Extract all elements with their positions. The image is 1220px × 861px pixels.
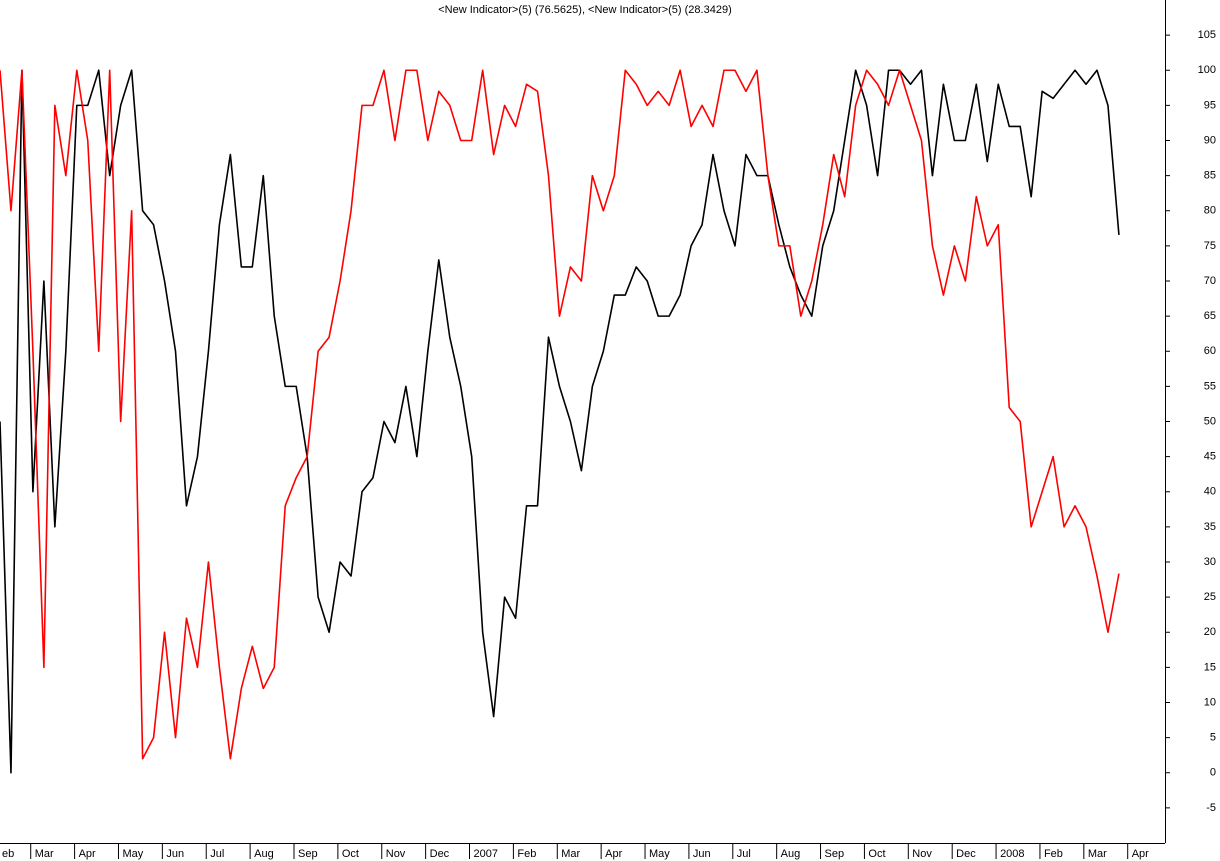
- y-tick-label: 30: [1204, 556, 1216, 568]
- x-tick-label: Apr: [1132, 848, 1149, 860]
- x-tick-label: Apr: [605, 848, 622, 860]
- x-tick-label: 2008: [1000, 848, 1024, 860]
- x-tick-label: Apr: [79, 848, 96, 860]
- y-tick-label: 80: [1204, 205, 1216, 217]
- x-tick-label: Jul: [737, 848, 751, 860]
- y-tick-label: 55: [1204, 380, 1216, 392]
- y-tick-label: 65: [1204, 310, 1216, 322]
- y-tick-label: 0: [1210, 767, 1216, 779]
- y-tick-label: 60: [1204, 345, 1216, 357]
- x-tick-label: May: [649, 848, 670, 860]
- x-tick-label: Dec: [430, 848, 450, 860]
- x-tick-label: Sep: [298, 848, 318, 860]
- x-tick-label: eb: [2, 848, 14, 860]
- x-tick-label: Sep: [825, 848, 845, 860]
- y-tick-label: 25: [1204, 591, 1216, 603]
- y-tick-label: 50: [1204, 415, 1216, 427]
- y-tick-label: 85: [1204, 170, 1216, 182]
- x-tick-label: Mar: [561, 848, 580, 860]
- x-tick-label: Feb: [1044, 848, 1063, 860]
- x-tick-label: Jun: [166, 848, 184, 860]
- series-line: [0, 69, 1120, 774]
- x-tick-label: Feb: [517, 848, 536, 860]
- y-tick-label: 35: [1204, 521, 1216, 533]
- y-tick-label: 105: [1198, 29, 1216, 41]
- y-tick-label: 10: [1204, 696, 1216, 708]
- y-tick-label: 40: [1204, 486, 1216, 498]
- y-tick-label: 70: [1204, 275, 1216, 287]
- plot-area: [0, 69, 1120, 774]
- x-tick-label: Nov: [912, 848, 932, 860]
- y-tick-label: 95: [1204, 99, 1216, 111]
- y-tick-label: -5: [1206, 802, 1216, 814]
- x-tick-label: Aug: [254, 848, 274, 860]
- series-line: [0, 69, 1120, 760]
- x-tick-label: Mar: [1088, 848, 1107, 860]
- y-tick-label: 15: [1204, 661, 1216, 673]
- x-tick-label: Jun: [693, 848, 711, 860]
- y-tick-label: 100: [1198, 64, 1216, 76]
- x-tick-label: Oct: [342, 848, 359, 860]
- y-tick-label: 90: [1204, 134, 1216, 146]
- x-tick-label: Jul: [210, 848, 224, 860]
- chart-title: <New Indicator>(5) (76.5625), <New Indic…: [438, 4, 732, 16]
- y-tick-label: 75: [1204, 240, 1216, 252]
- y-tick-label: 45: [1204, 451, 1216, 463]
- x-tick-label: Aug: [781, 848, 801, 860]
- x-tick-label: Mar: [35, 848, 54, 860]
- x-tick-label: Nov: [386, 848, 406, 860]
- x-tick-label: 2007: [474, 848, 498, 860]
- x-tick-label: May: [122, 848, 143, 860]
- y-tick-label: 5: [1210, 732, 1216, 744]
- x-tick-label: Oct: [868, 848, 885, 860]
- x-tick-label: Dec: [956, 848, 976, 860]
- y-tick-label: 20: [1204, 626, 1216, 638]
